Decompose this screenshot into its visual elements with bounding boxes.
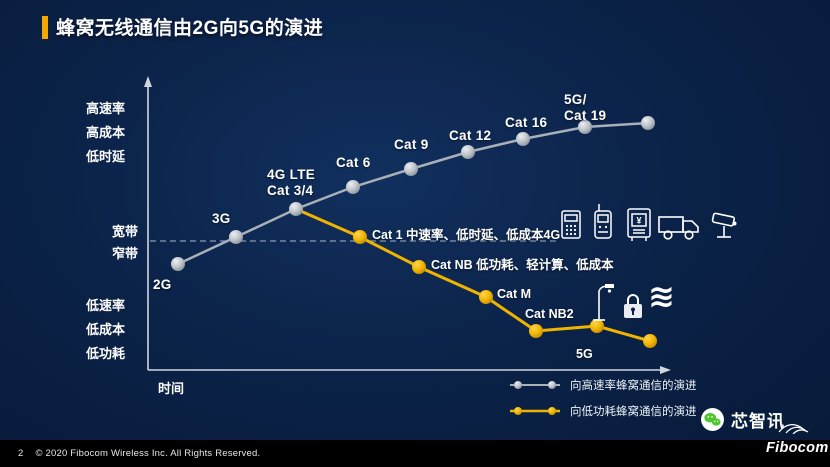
data-point — [171, 257, 185, 271]
legend-swatch-yellow — [510, 407, 560, 415]
point-label: 4G LTE Cat 3/4 — [267, 167, 316, 199]
cctv-camera-icon — [708, 209, 744, 250]
page-title: 蜂窝无线通信由2G向5G的演进 — [56, 18, 324, 39]
wechat-account-name: 芯智讯 — [731, 412, 785, 431]
band-label-narrowband: 窄带 — [112, 246, 139, 261]
title-accent-bar — [42, 16, 48, 39]
legend-label: 向低功耗蜂窝通信的演进 — [570, 406, 697, 418]
point-label: 5G — [576, 347, 593, 361]
fibocom-waves-icon — [778, 424, 809, 435]
y-axis-label: 高成本 — [86, 125, 126, 140]
two-way-radio-icon — [591, 202, 617, 247]
point-label: Cat 1 中速率、低时延、低成本4G — [372, 228, 561, 242]
data-point — [289, 202, 303, 216]
payment-kiosk-icon: ¥ — [624, 206, 654, 247]
copyright-text: © 2020 Fibocom Wireless Inc. All Rights … — [35, 448, 261, 459]
point-label: Cat 12 — [449, 128, 492, 143]
legend-item-high-speed: 向高速率蜂窝通信的演进 — [508, 375, 697, 395]
y-axis-label: 低功耗 — [86, 346, 126, 361]
data-point — [404, 162, 418, 176]
legend-item-low-power: 向低功耗蜂窝通信的演进 — [508, 401, 697, 421]
y-axis-label: 低成本 — [86, 322, 126, 337]
point-label: Cat 9 — [394, 137, 429, 152]
pos-terminal-icon — [556, 206, 586, 247]
wechat-icon — [701, 408, 724, 431]
footer-copyright: 2 © 2020 Fibocom Wireless Inc. All Rights… — [18, 448, 260, 459]
data-point — [643, 334, 657, 348]
data-point — [516, 132, 530, 146]
y-axis-arrow-icon — [144, 76, 152, 87]
point-label: 2G — [153, 277, 172, 292]
point-label: Cat 6 — [336, 155, 371, 170]
x-axis-arrow-icon — [660, 366, 671, 374]
legend-swatch-gray — [510, 381, 560, 389]
street-lamp-icon — [590, 283, 618, 328]
truck-icon — [657, 211, 701, 248]
fibocom-wordmark: Fibocom — [766, 440, 829, 456]
svg-text:¥: ¥ — [636, 216, 641, 226]
point-label: 3G — [212, 211, 231, 226]
y-axis-label: 低时延 — [86, 149, 126, 164]
y-axis-label: 高速率 — [86, 101, 126, 116]
footer-bar — [0, 440, 830, 467]
water-waves-icon: ≋ — [648, 277, 675, 315]
point-label: Cat M — [497, 287, 532, 301]
data-point — [479, 290, 493, 304]
point-label: Cat NB 低功耗、轻计算、低成本 — [431, 258, 614, 272]
y-axis-bottom-labels: 低速率 低成本 低功耗 — [86, 294, 125, 366]
y-axis-label: 低速率 — [86, 298, 126, 313]
data-point — [353, 230, 367, 244]
fibocom-logo: Fibocom — [766, 420, 828, 456]
data-point — [529, 324, 543, 338]
point-label: Cat NB2 — [525, 307, 574, 321]
y-axis-top-labels: 高速率 高成本 低时延 — [86, 97, 125, 169]
wechat-account: 芯智讯 — [700, 407, 785, 432]
data-point — [412, 260, 426, 274]
page-number: 2 — [18, 448, 24, 459]
data-point — [641, 116, 655, 130]
legend-label: 向高速率蜂窝通信的演进 — [570, 380, 697, 392]
point-label: 5G/ Cat 19 — [564, 92, 607, 124]
chart-legend: 向高速率蜂窝通信的演进 向低功耗蜂窝通信的演进 — [508, 375, 697, 427]
data-point — [461, 145, 475, 159]
band-label-broadband: 宽带 — [112, 224, 139, 239]
data-point — [229, 230, 243, 244]
point-label: Cat 16 — [505, 115, 548, 130]
x-axis-label: 时间 — [158, 381, 185, 396]
data-point — [346, 180, 360, 194]
padlock-icon — [620, 290, 646, 327]
